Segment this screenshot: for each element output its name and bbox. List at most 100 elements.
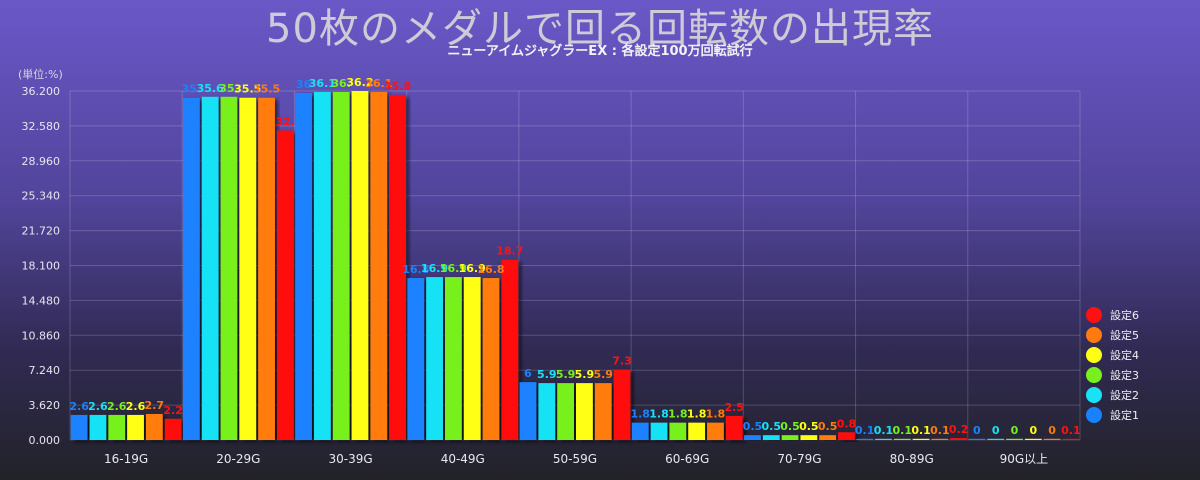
value-label: 1.8 — [630, 408, 650, 421]
bar — [89, 414, 107, 440]
value-label: 35.5 — [234, 83, 261, 96]
bar — [201, 96, 219, 440]
legend-swatch — [1086, 407, 1102, 423]
value-label: 36.1 — [365, 77, 392, 90]
legend-item[interactable]: 設定2 — [1086, 387, 1139, 403]
bar — [276, 130, 294, 440]
value-label: 1.8 — [687, 408, 707, 421]
y-tick-label: 7.240 — [29, 364, 61, 377]
value-label: 35. — [219, 82, 239, 95]
bar — [220, 96, 238, 440]
bar — [407, 278, 425, 440]
legend[interactable]: 設定6 設定5 設定4 設定3 設定2 設定1 — [1086, 307, 1139, 423]
value-label: 2.5 — [724, 401, 744, 414]
value-label: 36.1 — [309, 77, 336, 90]
bar — [950, 438, 968, 440]
value-label: 0 — [1011, 424, 1019, 437]
bar — [893, 438, 911, 440]
value-label: 36.2 — [346, 76, 373, 89]
bar — [1024, 438, 1042, 440]
value-label: 5.9 — [593, 368, 613, 381]
x-tick-label: 80-89G — [890, 452, 934, 466]
bar — [70, 414, 88, 440]
chart-subtitle: ニューアイムジャグラーEX : 各設定100万回転試行 — [447, 44, 753, 59]
value-label: 36 — [296, 78, 312, 91]
value-label: 5.9 — [556, 368, 576, 381]
bar — [707, 422, 724, 440]
bar — [931, 438, 949, 440]
value-label: 1.8 — [668, 408, 688, 421]
y-tick-label: 3.620 — [29, 399, 61, 412]
legend-label: 設定6 — [1110, 308, 1139, 322]
y-tick-label: 21.720 — [22, 225, 61, 238]
y-tick-label: 14.480 — [22, 294, 61, 307]
value-label: 16.8 — [477, 263, 504, 276]
bar — [389, 94, 406, 440]
legend-item[interactable]: 設定6 — [1086, 307, 1139, 323]
value-label: 0.5 — [799, 420, 819, 433]
y-tick-label: 36.200 — [22, 85, 61, 98]
bar — [295, 92, 312, 441]
bar — [145, 413, 163, 440]
legend-item[interactable]: 設定5 — [1086, 327, 1139, 343]
bar — [968, 438, 986, 440]
value-label: 2.7 — [145, 399, 165, 412]
legend-item[interactable]: 設定4 — [1086, 347, 1139, 363]
x-axis-ticks: 16-19G 20-29G 30-39G 40-49G 50-59G 60-69G 70-7… — [104, 452, 1048, 466]
value-label: 0.2 — [949, 423, 969, 436]
y-tick-label: 0.000 — [29, 434, 61, 447]
bar — [650, 422, 668, 440]
value-label: 5.9 — [537, 368, 557, 381]
value-label: 35.8 — [384, 80, 411, 93]
bar — [164, 418, 182, 440]
value-label: 6 — [524, 367, 532, 380]
bar — [463, 277, 481, 440]
y-tick-label: 18.100 — [22, 260, 61, 273]
bar — [613, 369, 631, 440]
bar — [538, 383, 556, 440]
value-label: 2.2 — [163, 404, 183, 417]
bar — [576, 383, 593, 440]
value-label: 35. — [182, 83, 202, 96]
bar — [482, 278, 500, 440]
bar — [800, 435, 818, 440]
bar — [1006, 438, 1023, 440]
bar — [987, 438, 1005, 440]
grid-lines — [69, 90, 1081, 441]
x-tick-label: 30-39G — [328, 452, 372, 466]
y-tick-label: 28.960 — [22, 155, 61, 168]
x-tick-label: 50-59G — [553, 452, 597, 466]
legend-label: 設定1 — [1110, 408, 1139, 422]
bar — [631, 422, 649, 440]
x-tick-label: 70-79G — [777, 452, 821, 466]
value-label: 0.1 — [855, 424, 875, 437]
x-tick-label: 90G以上 — [1000, 452, 1049, 466]
value-label: 35.5 — [253, 83, 280, 96]
value-label: 2.6 — [69, 400, 89, 413]
legend-label: 設定3 — [1110, 368, 1139, 382]
bar — [557, 383, 574, 440]
bar — [744, 435, 761, 440]
bar — [501, 259, 519, 440]
bar — [182, 97, 200, 440]
legend-item[interactable]: 設定3 — [1086, 367, 1139, 383]
bar — [875, 438, 892, 440]
bar — [688, 422, 706, 440]
y-axis-unit-label: (単位:%) — [18, 67, 63, 81]
bar — [108, 414, 126, 440]
value-label: 16.9 — [459, 262, 486, 275]
value-label: 2.6 — [107, 400, 127, 413]
bar — [239, 97, 257, 440]
y-tick-label: 25.340 — [22, 190, 61, 203]
chart-title: 50枚のメダルで回る回転数の出現率 — [266, 6, 934, 52]
bar — [444, 277, 462, 440]
value-label: 18.7 — [496, 245, 523, 258]
legend-item[interactable]: 設定1 — [1086, 407, 1139, 423]
value-label: 32. — [276, 116, 296, 129]
value-label: 0.5 — [780, 420, 800, 433]
legend-swatch — [1086, 387, 1102, 403]
value-label: 0.1 — [1061, 424, 1081, 437]
bar — [519, 382, 537, 440]
bar — [370, 91, 388, 441]
bar — [1043, 438, 1061, 440]
